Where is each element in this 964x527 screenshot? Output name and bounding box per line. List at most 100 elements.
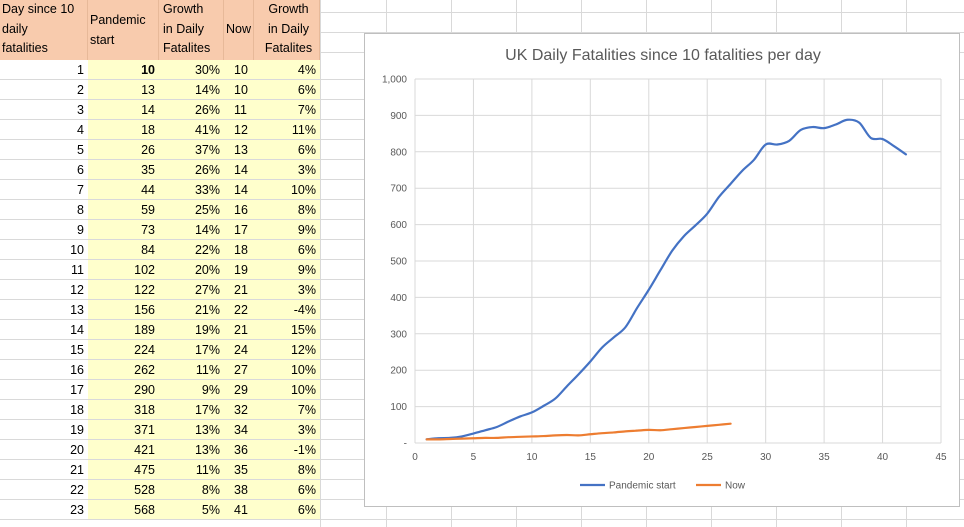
cell-growth-now[interactable]: 10% (254, 180, 320, 200)
cell-now[interactable]: 41 (224, 500, 254, 520)
cell-day[interactable]: 2 (0, 80, 88, 100)
cell-growth-pandemic[interactable]: 14% (159, 220, 224, 240)
header-now[interactable]: Now (224, 0, 254, 60)
cell-pandemic-start[interactable]: 421 (88, 440, 159, 460)
cell-growth-now[interactable]: 7% (254, 400, 320, 420)
cell-growth-pandemic[interactable]: 17% (159, 340, 224, 360)
cell-now[interactable]: 38 (224, 480, 254, 500)
cell-now[interactable]: 36 (224, 440, 254, 460)
cell-now[interactable]: 12 (224, 120, 254, 140)
cell-pandemic-start[interactable]: 122 (88, 280, 159, 300)
cell-growth-pandemic[interactable]: 22% (159, 240, 224, 260)
header-pandemic-start[interactable]: Pandemic start (88, 0, 159, 60)
cell-now[interactable]: 24 (224, 340, 254, 360)
cell-day[interactable]: 11 (0, 260, 88, 280)
cell-day[interactable]: 9 (0, 220, 88, 240)
cell-growth-now[interactable]: 8% (254, 200, 320, 220)
cell-pandemic-start[interactable]: 26 (88, 140, 159, 160)
series-line-now[interactable] (425, 422, 732, 441)
cell-pandemic-start[interactable]: 10 (88, 60, 159, 80)
cell-growth-pandemic[interactable]: 11% (159, 460, 224, 480)
cell-growth-pandemic[interactable]: 26% (159, 100, 224, 120)
cell-growth-now[interactable]: 6% (254, 140, 320, 160)
cell-day[interactable]: 4 (0, 120, 88, 140)
cell-growth-now[interactable]: 12% (254, 340, 320, 360)
cell-pandemic-start[interactable]: 59 (88, 200, 159, 220)
cell-pandemic-start[interactable]: 44 (88, 180, 159, 200)
cell-now[interactable]: 14 (224, 160, 254, 180)
cell-now[interactable]: 21 (224, 320, 254, 340)
cell-now[interactable]: 13 (224, 140, 254, 160)
cell-growth-pandemic[interactable]: 30% (159, 60, 224, 80)
cell-growth-now[interactable]: 4% (254, 60, 320, 80)
cell-growth-now[interactable]: 9% (254, 260, 320, 280)
cell-pandemic-start[interactable]: 475 (88, 460, 159, 480)
cell-growth-pandemic[interactable]: 19% (159, 320, 224, 340)
cell-pandemic-start[interactable]: 84 (88, 240, 159, 260)
cell-now[interactable]: 27 (224, 360, 254, 380)
cell-growth-now[interactable]: 10% (254, 380, 320, 400)
cell-day[interactable]: 22 (0, 480, 88, 500)
cell-day[interactable]: 12 (0, 280, 88, 300)
cell-growth-now[interactable]: 15% (254, 320, 320, 340)
cell-now[interactable]: 22 (224, 300, 254, 320)
cell-growth-pandemic[interactable]: 21% (159, 300, 224, 320)
cell-now[interactable]: 34 (224, 420, 254, 440)
cell-now[interactable]: 11 (224, 100, 254, 120)
cell-pandemic-start[interactable]: 73 (88, 220, 159, 240)
cell-growth-now[interactable]: 3% (254, 420, 320, 440)
cell-day[interactable]: 21 (0, 460, 88, 480)
cell-pandemic-start[interactable]: 102 (88, 260, 159, 280)
cell-pandemic-start[interactable]: 189 (88, 320, 159, 340)
cell-day[interactable]: 13 (0, 300, 88, 320)
cell-growth-pandemic[interactable]: 27% (159, 280, 224, 300)
cell-now[interactable]: 35 (224, 460, 254, 480)
cell-growth-now[interactable]: 6% (254, 480, 320, 500)
cell-pandemic-start[interactable]: 290 (88, 380, 159, 400)
cell-day[interactable]: 16 (0, 360, 88, 380)
cell-growth-pandemic[interactable]: 33% (159, 180, 224, 200)
cell-now[interactable]: 16 (224, 200, 254, 220)
cell-pandemic-start[interactable]: 14 (88, 100, 159, 120)
cell-now[interactable]: 19 (224, 260, 254, 280)
cell-growth-pandemic[interactable]: 13% (159, 440, 224, 460)
cell-growth-pandemic[interactable]: 9% (159, 380, 224, 400)
cell-day[interactable]: 6 (0, 160, 88, 180)
cell-growth-now[interactable]: 3% (254, 160, 320, 180)
cell-growth-pandemic[interactable]: 25% (159, 200, 224, 220)
header-growth-pandemic[interactable]: Growth in Daily Fatalites (159, 0, 224, 60)
line-chart[interactable]: UK Daily Fatalities since 10 fatalities … (364, 33, 960, 507)
cell-growth-pandemic[interactable]: 26% (159, 160, 224, 180)
cell-pandemic-start[interactable]: 371 (88, 420, 159, 440)
cell-growth-now[interactable]: 10% (254, 360, 320, 380)
cell-now[interactable]: 14 (224, 180, 254, 200)
cell-growth-now[interactable]: 7% (254, 100, 320, 120)
series-line-pandemic-start[interactable] (425, 118, 908, 441)
cell-now[interactable]: 10 (224, 80, 254, 100)
cell-growth-pandemic[interactable]: 14% (159, 80, 224, 100)
cell-pandemic-start[interactable]: 224 (88, 340, 159, 360)
cell-day[interactable]: 18 (0, 400, 88, 420)
cell-growth-pandemic[interactable]: 5% (159, 500, 224, 520)
cell-growth-pandemic[interactable]: 8% (159, 480, 224, 500)
cell-growth-now[interactable]: 6% (254, 500, 320, 520)
cell-day[interactable]: 1 (0, 60, 88, 80)
cell-now[interactable]: 32 (224, 400, 254, 420)
cell-pandemic-start[interactable]: 13 (88, 80, 159, 100)
header-day[interactable]: Day since 10 daily fatalities (0, 0, 88, 60)
cell-now[interactable]: 21 (224, 280, 254, 300)
header-growth-now[interactable]: Growth in Daily Fatalites (254, 0, 320, 60)
cell-day[interactable]: 20 (0, 440, 88, 460)
cell-pandemic-start[interactable]: 568 (88, 500, 159, 520)
cell-pandemic-start[interactable]: 35 (88, 160, 159, 180)
cell-growth-pandemic[interactable]: 17% (159, 400, 224, 420)
cell-now[interactable]: 18 (224, 240, 254, 260)
cell-growth-now[interactable]: -1% (254, 440, 320, 460)
cell-now[interactable]: 10 (224, 60, 254, 80)
cell-growth-pandemic[interactable]: 37% (159, 140, 224, 160)
cell-day[interactable]: 17 (0, 380, 88, 400)
cell-growth-now[interactable]: 6% (254, 80, 320, 100)
cell-growth-now[interactable]: -4% (254, 300, 320, 320)
cell-day[interactable]: 23 (0, 500, 88, 520)
cell-day[interactable]: 14 (0, 320, 88, 340)
